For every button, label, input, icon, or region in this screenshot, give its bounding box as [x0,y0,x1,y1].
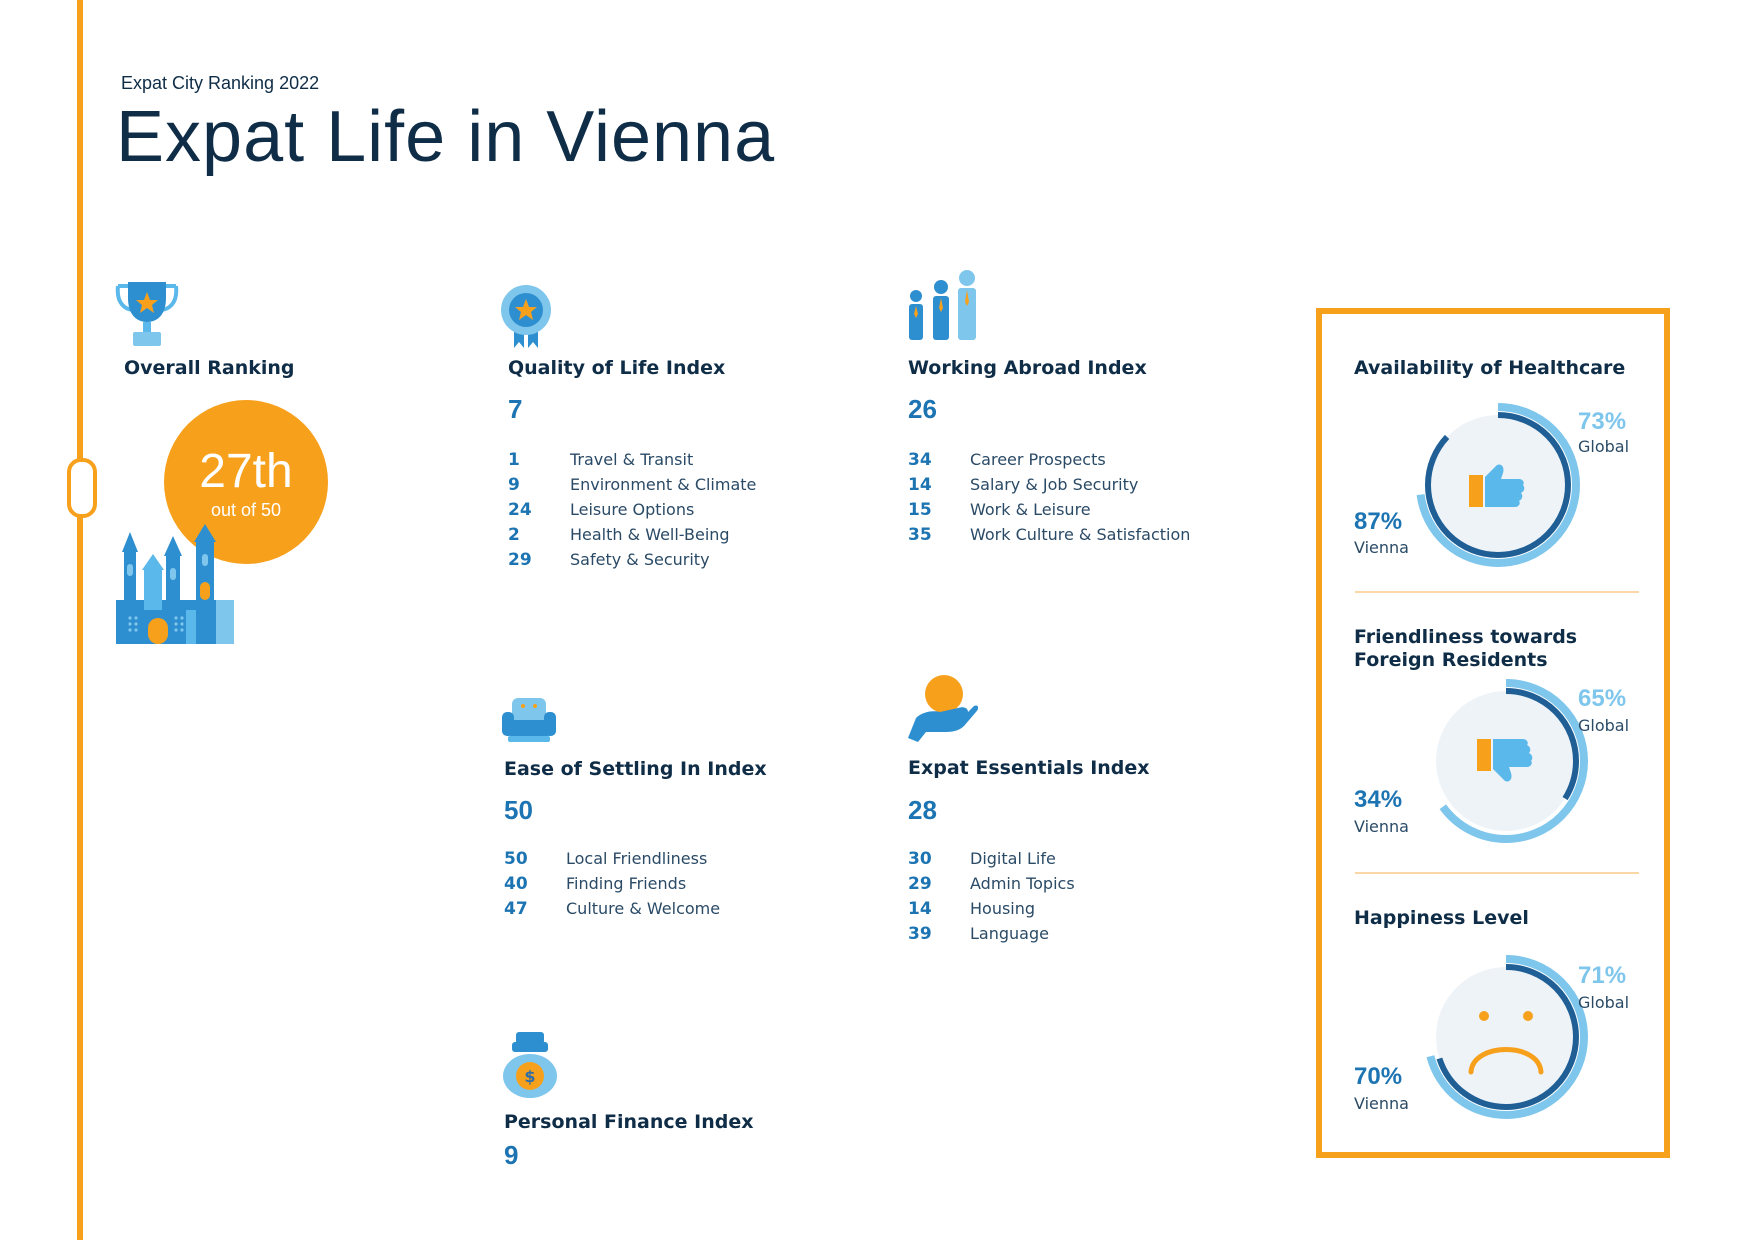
list-item-label: Travel & Transit [570,450,694,469]
expat-essentials-score: 28 [908,795,937,825]
gauge-title-friendliness: Friendliness towards Foreign Residents [1354,626,1578,671]
global-label: Global [1578,716,1630,735]
list-item-label: Career Prospects [970,450,1106,469]
vienna-arc [1433,688,1579,834]
timeline-node [67,458,97,518]
global-arc [1416,403,1580,567]
list-item-label: Salary & Job Security [970,475,1139,494]
list-item-rank: 15 [908,500,932,520]
list-item-label: Admin Topics [970,874,1075,893]
working-abroad-heading: Working Abroad Index [908,357,1147,379]
global-percentage: 65% [1578,685,1627,712]
list-item-rank: 39 [908,924,932,944]
global-percentage: 73% [1578,408,1627,435]
healthcare-gauge [1416,403,1580,567]
vienna-label: Vienna [1354,817,1409,836]
list-item-label: Leisure Options [570,500,695,519]
list-item-rank: 35 [908,525,932,545]
list-item-rank: 29 [908,874,932,894]
personal-finance-heading: Personal Finance Index [504,1111,754,1133]
list-item-rank: 9 [508,475,520,495]
list-item-rank: 40 [504,874,528,894]
ease-of-settling-heading: Ease of Settling In Index [504,758,767,780]
money-bag-icon: $ [503,1032,557,1098]
expat-essentials-heading: Expat Essentials Index [908,757,1150,779]
list-item-rank: 2 [508,525,520,545]
quality-of-life-heading: Quality of Life Index [508,357,726,379]
list-item-rank: 34 [908,450,932,470]
quality-of-life-score: 7 [508,394,523,424]
list-item-rank: 30 [908,849,932,869]
trophy-icon [115,282,179,346]
global-arc [1424,679,1588,843]
timeline-line [77,0,83,1240]
list-item-rank: 14 [908,899,932,919]
friendliness-gauge [1424,679,1588,843]
working-abroad-score: 26 [908,394,937,424]
overall-rank-circle: 27th out of 50 [164,400,328,564]
global-label: Global [1578,993,1630,1012]
hand-holding-coin-icon [908,675,978,742]
list-item-rank: 47 [504,899,528,919]
sad-face-icon [1468,1011,1544,1075]
list-item-label: Housing [970,899,1036,918]
thumbs-down-icon [1477,739,1533,782]
list-item-label: Finding Friends [566,874,687,893]
workers-icon [909,270,976,340]
list-item-label: Environment & Climate [570,475,757,494]
page-subtitle: Expat City Ranking 2022 [121,73,320,93]
vienna-percentage: 87% [1354,508,1403,535]
personal-finance-score: 9 [504,1140,519,1170]
happiness-gauge [1424,955,1588,1119]
list-item-label: Culture & Welcome [566,899,721,918]
list-item-rank: 50 [504,849,528,869]
list-item-label: Language [970,924,1049,943]
svg-text:$: $ [524,1067,535,1086]
ease-of-settling-score: 50 [504,795,533,825]
vienna-label: Vienna [1354,1094,1409,1113]
list-item-label: Work & Leisure [970,500,1091,519]
award-badge-icon [501,285,551,348]
list-item-label: Health & Well-Being [570,525,730,544]
vienna-label: Vienna [1354,538,1409,557]
global-arc [1424,955,1588,1119]
panel-divider [1355,591,1639,593]
list-item-rank: 29 [508,550,532,570]
global-percentage: 71% [1578,962,1627,989]
list-item-label: Local Friendliness [566,849,708,868]
vienna-arc [1433,964,1579,1110]
comparison-panel [1316,308,1670,1158]
city-castle-icon [116,524,234,644]
thumbs-up-icon [1469,464,1525,507]
vienna-arc [1425,412,1571,558]
vienna-percentage: 34% [1354,786,1403,813]
list-item-rank: 24 [508,500,532,520]
armchair-icon [502,698,556,742]
list-item-label: Safety & Security [570,550,710,569]
overall-ranking-heading: Overall Ranking [124,357,295,379]
gauge-title-happiness: Happiness Level [1354,907,1529,929]
list-item-rank: 14 [908,475,932,495]
list-item-label: Work Culture & Satisfaction [970,525,1191,544]
overall-rank-value: 27th [199,445,293,498]
gauge-title-healthcare: Availability of Healthcare [1354,357,1626,379]
vienna-percentage: 70% [1354,1063,1403,1090]
list-item-label: Digital Life [970,849,1056,868]
overall-rank-out-of: out of 50 [210,500,282,520]
panel-divider [1355,872,1639,874]
global-label: Global [1578,437,1630,456]
list-item-rank: 1 [508,450,520,470]
page-title: Expat Life in Vienna [116,97,776,177]
